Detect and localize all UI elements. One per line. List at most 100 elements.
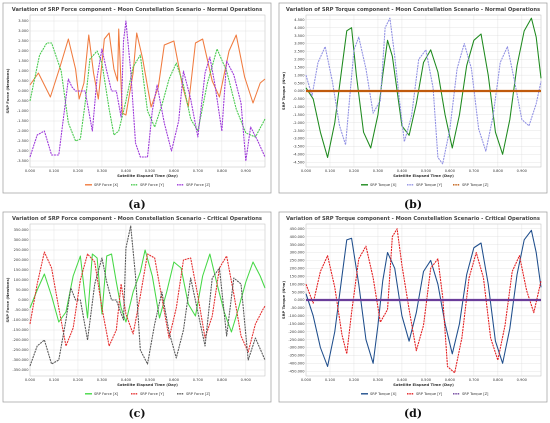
chart-title: Variation of SRP Torque component - Moon… [286,7,540,13]
series-line-2 [305,17,542,165]
x-tick-label: 0.000 [301,169,312,173]
x-tick-label: 0.900 [517,378,528,382]
legend-label-1: SRP Torque [X] [370,183,397,187]
x-tick-label: 0.900 [241,169,252,173]
x-tick-label: 0.600 [445,378,456,382]
y-tick-label: 100.000 [14,278,30,282]
chart-title: Variation of SRP Torque component - Moon… [286,216,540,222]
y-tick-label: -4.000 [293,153,305,157]
y-tick-label: -150.000 [12,328,29,332]
y-tick-label: 350.000 [14,228,30,232]
y-axis-label: SRP Torque (N*m) [281,281,286,320]
x-tick-label: 0.900 [241,378,252,382]
panel-caption: (c) [128,407,145,420]
y-tick-label: 0.000 [294,89,305,93]
y-tick-label: 0.000 [294,298,305,302]
y-tick-label: -50.000 [291,306,306,310]
y-tick-label: -3.000 [17,149,29,153]
y-tick-label: -350.000 [12,368,29,372]
y-tick-label: -2.000 [17,129,29,133]
y-tick-label: -2.500 [293,129,305,133]
chart-panel-2: Variation of SRP Torque component - Moon… [278,2,548,211]
x-axis-label: Satellite Elapsed Time (Day) [117,173,178,178]
y-tick-label: -1.500 [17,119,29,123]
legend-label-1: SRP Force [X] [94,183,119,187]
y-tick-label: -4.500 [293,160,305,164]
x-tick-label: 0.000 [25,378,36,382]
x-tick-label: 0.400 [397,169,408,173]
y-tick-label: 4.500 [294,18,305,22]
x-tick-label: 0.100 [325,169,336,173]
x-tick-label: 0.300 [373,169,384,173]
x-tick-label: 0.500 [421,169,432,173]
y-tick-label: 4.000 [294,26,305,30]
y-tick-label: -0.500 [17,99,29,103]
x-tick-label: 0.700 [193,378,204,382]
x-tick-label: 0.300 [97,378,108,382]
y-tick-label: 50.000 [16,288,29,292]
y-tick-label: -0.500 [293,97,305,101]
y-tick-label: -300.000 [12,358,29,362]
chart-panel-3: Variation of SRP Force component - Moon … [2,211,272,420]
x-tick-label: 0.500 [421,378,432,382]
y-tick-label: 0.000 [18,298,29,302]
x-axis-label: Satellite Elapsed Time (Day) [393,173,454,178]
x-tick-label: 0.100 [49,169,60,173]
y-axis-label: SRP Torque (N*m) [281,72,286,111]
x-tick-label: 0.100 [49,378,60,382]
y-tick-label: 0.500 [18,79,29,83]
y-tick-label: -1.000 [17,109,29,113]
panel-caption: (a) [128,198,146,211]
y-tick-label: 450.000 [290,227,306,231]
x-tick-label: 0.500 [145,169,156,173]
legend-label-3: SRP Torque [Z] [462,392,489,396]
x-tick-label: 0.700 [469,169,480,173]
y-tick-label: -3.000 [293,137,305,141]
x-tick-label: 0.300 [373,378,384,382]
y-tick-label: 0.000 [18,89,29,93]
y-tick-label: -250.000 [288,338,305,342]
y-tick-label: -100.000 [12,318,29,322]
y-tick-label: 50.000 [292,290,305,294]
y-tick-label: 3.000 [18,29,29,33]
y-tick-label: 2.000 [18,49,29,53]
y-tick-label: -250.000 [12,348,29,352]
x-tick-label: 0.800 [217,378,228,382]
x-tick-label: 0.100 [325,378,336,382]
y-tick-label: 100.000 [290,282,306,286]
x-tick-label: 0.200 [73,169,84,173]
y-tick-label: 3.500 [294,34,305,38]
legend-label-2: SRP Force [Y] [140,183,165,187]
series-line-1 [29,28,266,116]
x-axis-label: Satellite Elapsed Time (Day) [393,382,454,387]
x-tick-label: 0.800 [493,169,504,173]
y-tick-label: 150.000 [14,268,30,272]
x-tick-label: 0.500 [145,378,156,382]
series-line-3 [29,20,266,162]
y-tick-label: 3.000 [294,42,305,46]
y-axis-label: SRP Force (Newtons) [5,277,10,322]
series-line-2 [305,228,542,374]
y-tick-label: 1.500 [18,59,29,63]
series-line-1 [29,249,266,333]
y-tick-label: -3.500 [17,159,29,163]
y-tick-label: -400.000 [288,362,305,366]
panel-caption: (d) [404,407,422,420]
legend-label-3: SRP Force [Z] [186,392,211,396]
x-tick-label: 0.200 [73,378,84,382]
y-tick-label: 3.500 [18,19,29,23]
chart-title: Variation of SRP Force component - Moon … [12,7,262,13]
y-tick-label: -200.000 [12,338,29,342]
legend-label-3: SRP Torque [Z] [462,183,489,187]
y-tick-label: 150.000 [290,274,306,278]
legend-label-3: SRP Force [Z] [186,183,211,187]
y-tick-label: -350.000 [288,354,305,358]
series-line-2 [29,251,266,353]
y-tick-label: 2.500 [294,50,305,54]
y-tick-label: -200.000 [288,330,305,334]
chart-panel-1: Variation of SRP Force component - Moon … [2,2,272,211]
y-tick-label: 1.000 [18,69,29,73]
legend-label-2: SRP Torque [Y] [416,392,443,396]
y-tick-label: 300.000 [290,251,306,255]
